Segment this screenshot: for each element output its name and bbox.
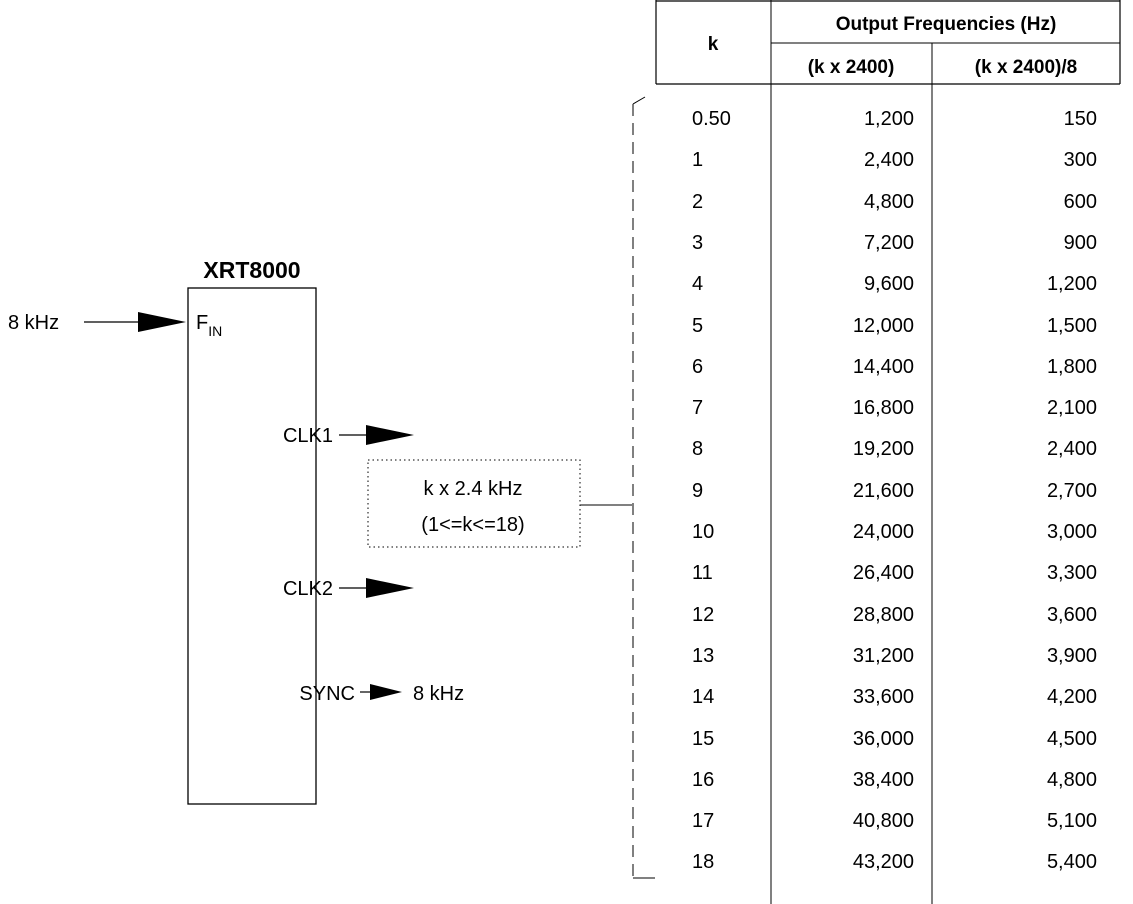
cell-k: 6 [692, 356, 703, 378]
frequency-table: k Output Frequencies (Hz) (k x 2400) (k … [655, 0, 1121, 904]
cell-k-x-2400: 4,800 [864, 191, 914, 213]
cell-k: 3 [692, 232, 703, 254]
table-row: 16 38,400 4,800 [692, 769, 1097, 791]
callout-formula: k x 2.4 kHz [424, 478, 523, 500]
table-row: 3 7,200 900 [692, 232, 1097, 254]
cell-k: 8 [692, 438, 703, 460]
cell-k-x-2400: 12,000 [853, 315, 914, 337]
cell-k: 5 [692, 315, 703, 337]
table-row: 13 31,200 3,900 [692, 645, 1097, 667]
clk2-arrow-icon [366, 578, 414, 598]
cell-k-x-2400-div-8: 150 [1064, 108, 1097, 130]
table-row: 8 19,200 2,400 [692, 438, 1097, 460]
cell-k-x-2400-div-8: 4,200 [1047, 686, 1097, 708]
clk1-pin-label: CLK1 [283, 425, 333, 447]
fin-pin-label: FIN [196, 312, 222, 339]
sync-pin-label: SYNC [299, 683, 355, 705]
table-row: 17 40,800 5,100 [692, 810, 1097, 832]
cell-k-x-2400: 28,800 [853, 604, 914, 626]
cell-k-x-2400: 21,600 [853, 480, 914, 502]
clk1-arrow-icon [366, 425, 414, 445]
cell-k: 0.50 [692, 108, 731, 130]
table-row: 11 26,400 3,300 [692, 562, 1097, 584]
table-row: 18 43,200 5,400 [692, 851, 1097, 873]
table-row: 10 24,000 3,000 [692, 521, 1097, 543]
cell-k-x-2400: 40,800 [853, 810, 914, 832]
cell-k-x-2400: 19,200 [853, 438, 914, 460]
table-row: 6 14,400 1,800 [692, 356, 1097, 378]
cell-k-x-2400: 1,200 [864, 108, 914, 130]
cell-k: 16 [692, 769, 714, 791]
table-row: 7 16,800 2,100 [692, 397, 1097, 419]
cell-k-x-2400: 14,400 [853, 356, 914, 378]
callout-range: (1<=k<=18) [421, 514, 524, 536]
table-body: 0.50 1,200 150 1 2,400 300 2 4,800 600 3 7,200 900 4… [692, 108, 1097, 873]
range-bracket-top-tick [632, 96, 646, 105]
cell-k-x-2400-div-8: 2,700 [1047, 480, 1097, 502]
cell-k-x-2400: 38,400 [853, 769, 914, 791]
column-header-k: k [708, 34, 719, 55]
cell-k-x-2400: 26,400 [853, 562, 914, 584]
group-header-output-frequencies: Output Frequencies (Hz) [836, 14, 1057, 35]
cell-k-x-2400-div-8: 4,800 [1047, 769, 1097, 791]
cell-k: 15 [692, 728, 714, 750]
cell-k-x-2400-div-8: 900 [1064, 232, 1097, 254]
cell-k: 11 [692, 562, 713, 584]
table-row: 4 9,600 1,200 [692, 273, 1097, 295]
table-row: 1 2,400 300 [692, 149, 1097, 171]
table-row: 9 21,600 2,700 [692, 480, 1097, 502]
cell-k-x-2400-div-8: 2,400 [1047, 438, 1097, 460]
cell-k-x-2400-div-8: 1,500 [1047, 315, 1097, 337]
cell-k-x-2400: 43,200 [853, 851, 914, 873]
cell-k-x-2400-div-8: 1,800 [1047, 356, 1097, 378]
table-row: 5 12,000 1,500 [692, 315, 1097, 337]
cell-k: 2 [692, 191, 703, 213]
cell-k-x-2400: 31,200 [853, 645, 914, 667]
cell-k-x-2400-div-8: 5,400 [1047, 851, 1097, 873]
cell-k: 14 [692, 686, 714, 708]
cell-k: 4 [692, 273, 703, 295]
cell-k-x-2400: 2,400 [864, 149, 914, 171]
cell-k-x-2400-div-8: 3,900 [1047, 645, 1097, 667]
cell-k: 12 [692, 604, 714, 626]
input-arrow-icon [138, 312, 186, 332]
cell-k-x-2400: 33,600 [853, 686, 914, 708]
chip-body [187, 287, 317, 805]
cell-k-x-2400: 16,800 [853, 397, 914, 419]
column-header-k-x-2400: (k x 2400) [808, 57, 895, 78]
cell-k-x-2400-div-8: 1,200 [1047, 273, 1097, 295]
sync-frequency-label: 8 kHz [413, 683, 464, 705]
chip-title: XRT8000 [203, 257, 300, 283]
cell-k-x-2400-div-8: 2,100 [1047, 397, 1097, 419]
cell-k: 10 [692, 521, 714, 543]
cell-k-x-2400-div-8: 4,500 [1047, 728, 1097, 750]
cell-k-x-2400: 24,000 [853, 521, 914, 543]
table-row: 12 28,800 3,600 [692, 604, 1097, 626]
input-frequency-label: 8 kHz [8, 312, 59, 334]
table-row: 0.50 1,200 150 [692, 108, 1097, 130]
table-row: 14 33,600 4,200 [692, 686, 1097, 708]
cell-k-x-2400-div-8: 600 [1064, 191, 1097, 213]
cell-k-x-2400-div-8: 300 [1064, 149, 1097, 171]
cell-k-x-2400: 36,000 [853, 728, 914, 750]
cell-k: 13 [692, 645, 714, 667]
cell-k-x-2400-div-8: 5,100 [1047, 810, 1097, 832]
cell-k-x-2400: 7,200 [864, 232, 914, 254]
cell-k: 1 [692, 149, 703, 171]
cell-k: 7 [692, 397, 703, 419]
cell-k: 17 [692, 810, 714, 832]
sync-arrow-icon [370, 684, 402, 700]
table-row: 15 36,000 4,500 [692, 728, 1097, 750]
cell-k-x-2400-div-8: 3,000 [1047, 521, 1097, 543]
cell-k-x-2400-div-8: 3,600 [1047, 604, 1097, 626]
clk2-pin-label: CLK2 [283, 578, 333, 600]
cell-k: 18 [692, 851, 714, 873]
table-row: 2 4,800 600 [692, 191, 1097, 213]
callout-box [367, 459, 581, 548]
cell-k-x-2400: 9,600 [864, 273, 914, 295]
cell-k: 9 [692, 480, 703, 502]
cell-k-x-2400-div-8: 3,300 [1047, 562, 1097, 584]
column-header-k-x-2400-div-8: (k x 2400)/8 [975, 57, 1077, 78]
